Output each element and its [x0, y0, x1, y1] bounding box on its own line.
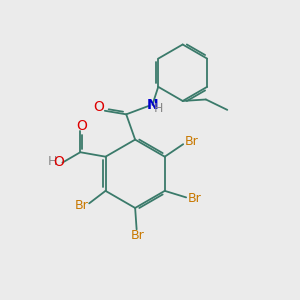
Text: O: O [93, 100, 104, 114]
Text: Br: Br [184, 135, 198, 148]
Text: N: N [147, 98, 158, 112]
Text: O: O [76, 119, 87, 133]
Text: Br: Br [130, 230, 144, 242]
Text: Br: Br [187, 192, 201, 206]
Text: H: H [48, 154, 58, 168]
Text: H: H [154, 102, 164, 115]
Text: O: O [53, 155, 64, 169]
Text: Br: Br [74, 199, 88, 212]
